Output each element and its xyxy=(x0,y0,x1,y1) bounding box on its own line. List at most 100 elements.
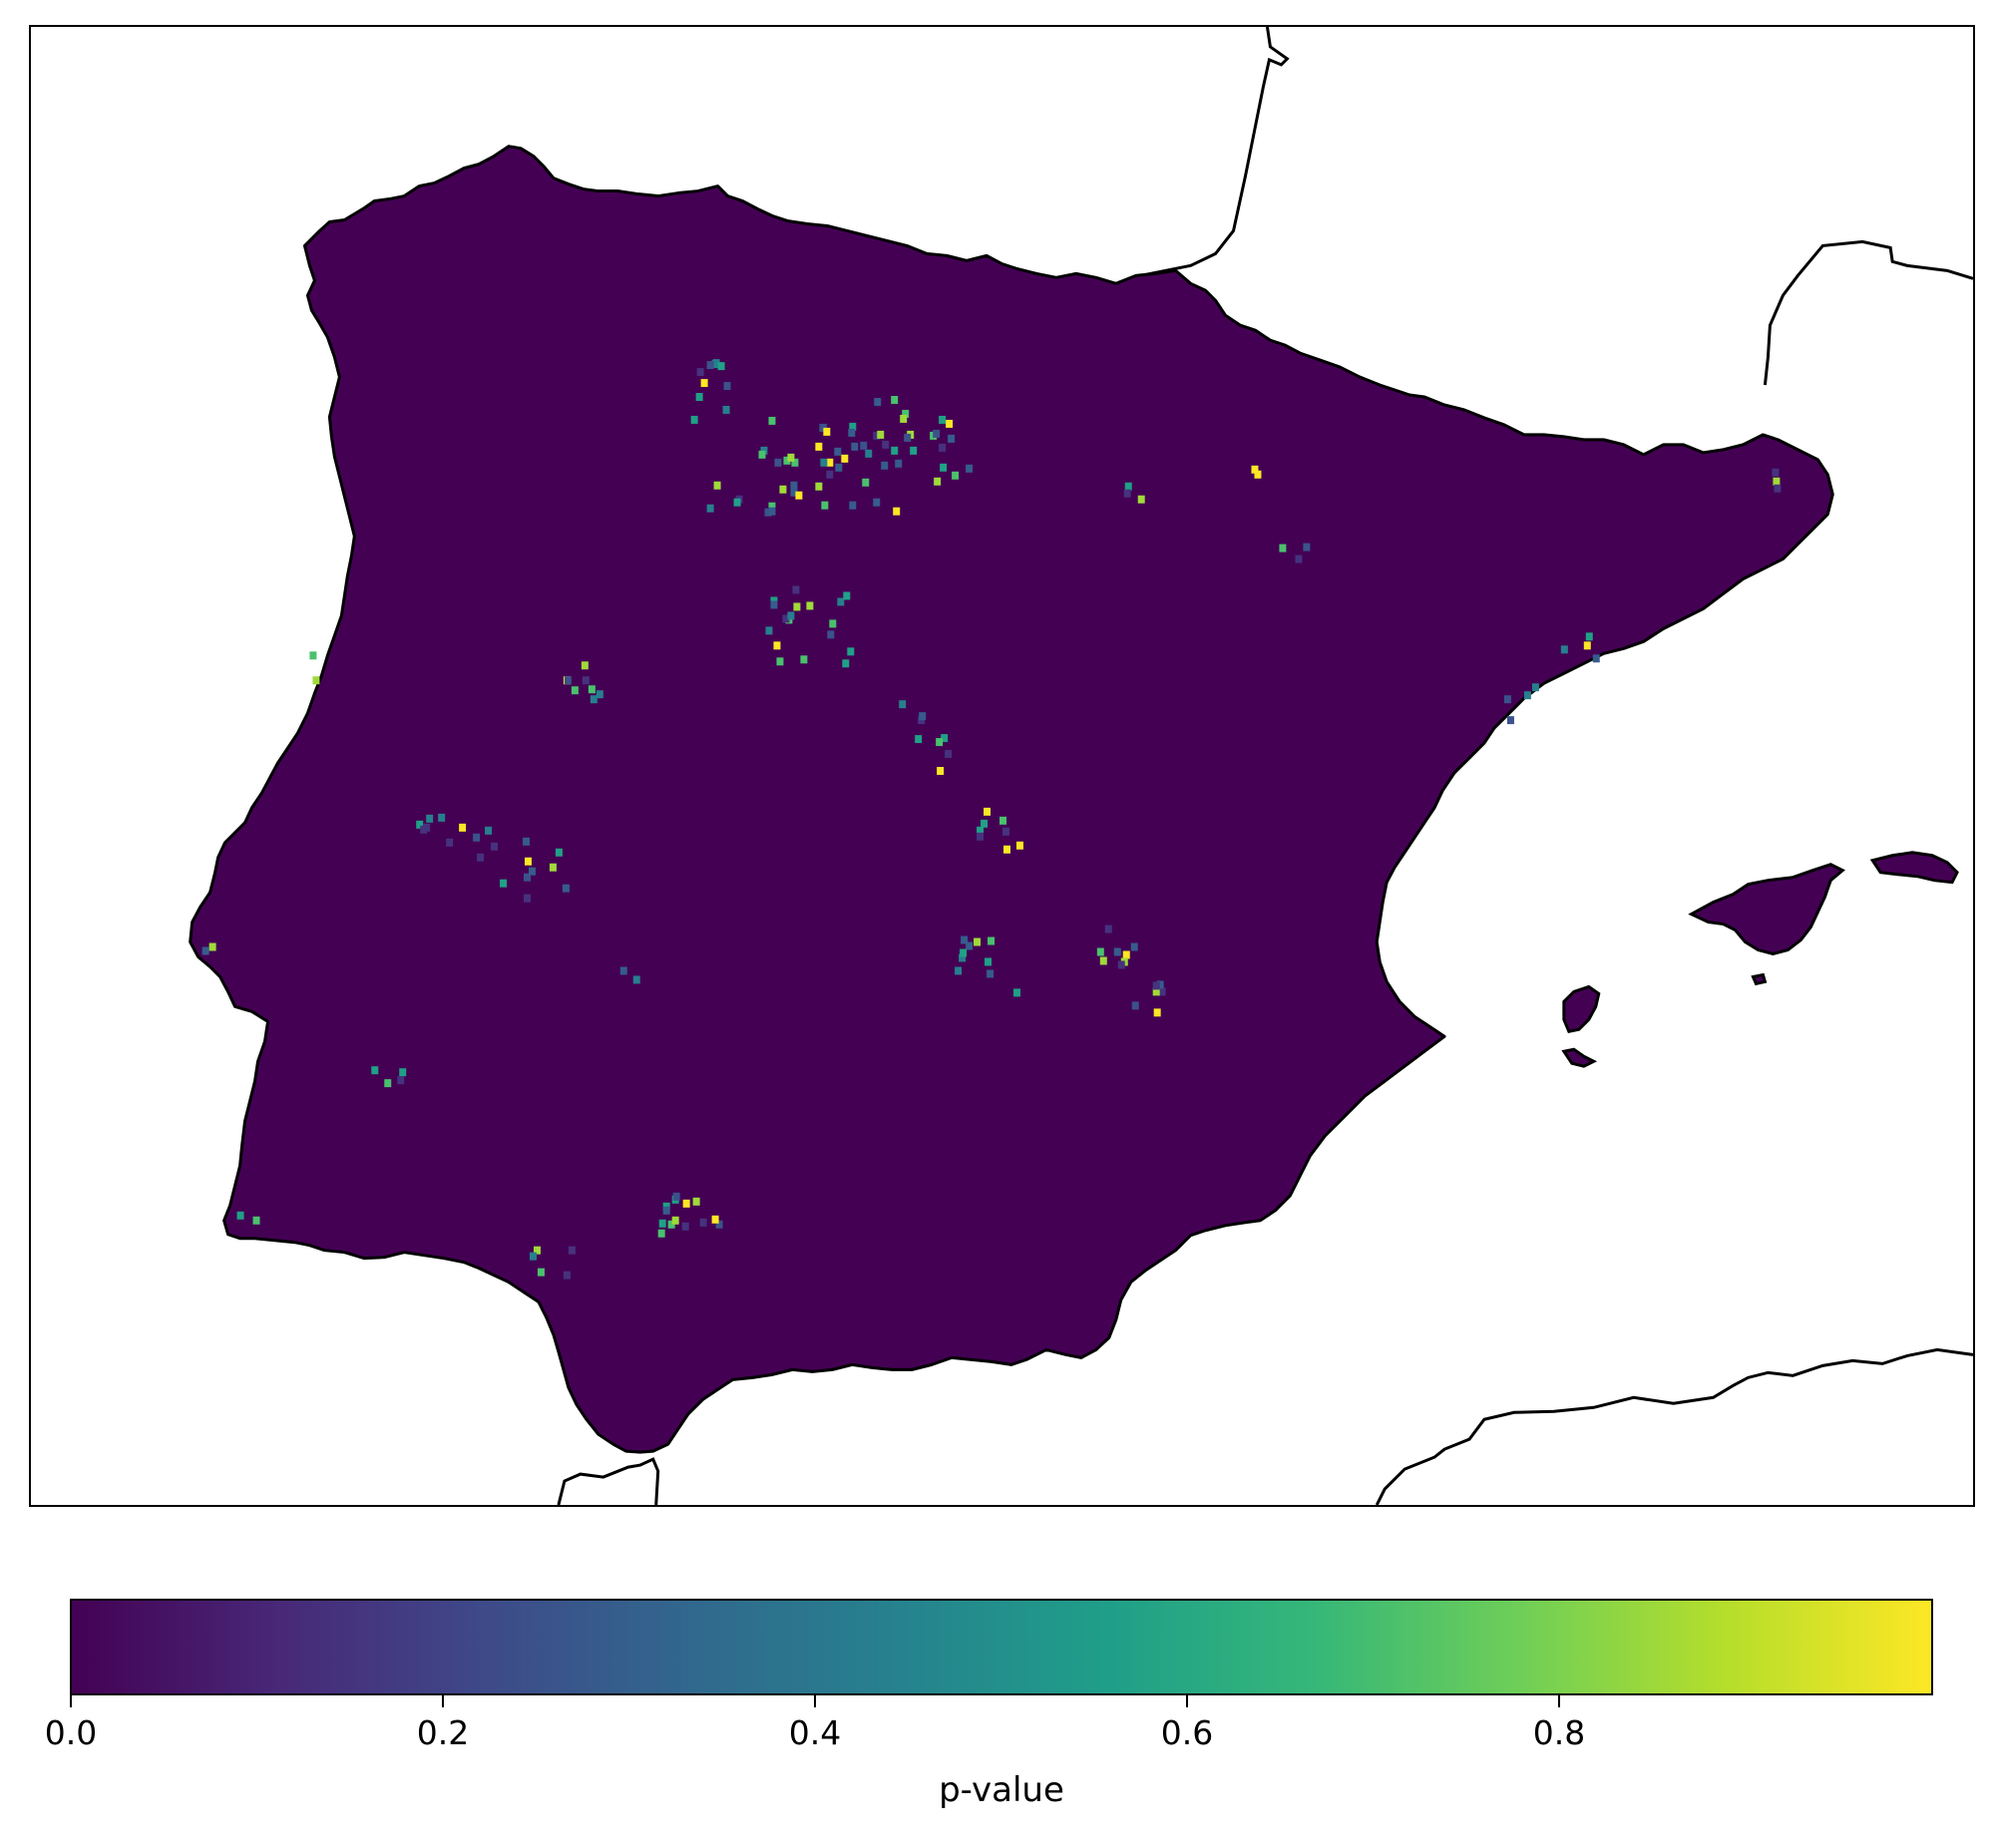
p-value-pixel xyxy=(765,626,773,635)
p-value-pixel xyxy=(397,1076,405,1085)
p-value-pixel xyxy=(667,1220,675,1229)
p-value-pixels xyxy=(201,359,1782,1280)
africa-coastline xyxy=(1375,1347,1973,1505)
p-value-pixel xyxy=(999,816,1006,825)
p-value-pixel xyxy=(523,873,531,882)
p-value-pixel xyxy=(977,832,985,841)
p-value-pixel xyxy=(937,766,945,775)
map-canvas xyxy=(189,27,1973,1505)
p-value-pixel xyxy=(1279,544,1287,553)
p-value-pixel xyxy=(835,463,843,472)
p-value-pixel xyxy=(874,397,882,406)
p-value-pixel xyxy=(792,585,800,594)
p-value-pixel xyxy=(1152,981,1160,990)
p-value-pixel xyxy=(881,461,889,470)
p-value-pixel xyxy=(658,1219,666,1228)
p-value-pixel xyxy=(1137,495,1145,504)
p-value-pixel xyxy=(790,481,798,490)
p-value-pixel xyxy=(849,422,857,431)
p-value-pixel xyxy=(806,601,814,610)
mallorca-island xyxy=(1688,863,1845,956)
p-value-pixel xyxy=(438,813,446,822)
p-value-pixel xyxy=(485,826,493,835)
p-value-pixel xyxy=(821,501,829,510)
p-value-pixel xyxy=(985,957,993,966)
p-value-pixel xyxy=(596,690,603,699)
p-value-pixel xyxy=(696,368,704,377)
p-value-pixel xyxy=(1124,482,1132,491)
p-value-pixel xyxy=(706,504,714,513)
p-value-pixel xyxy=(722,405,730,414)
menorca-island xyxy=(1869,851,1959,885)
p-value-pixel xyxy=(312,676,320,685)
p-value-pixel xyxy=(1523,691,1531,700)
p-value-pixel xyxy=(841,454,849,463)
p-value-pixel xyxy=(309,651,317,660)
p-value-pixel xyxy=(564,676,572,685)
p-value-pixel xyxy=(711,360,719,369)
p-value-pixel xyxy=(961,935,969,944)
p-value-pixel xyxy=(657,1229,665,1238)
p-value-pixel xyxy=(582,676,590,685)
colorbar-tick xyxy=(442,1695,444,1707)
p-value-pixel xyxy=(528,867,536,876)
p-value-pixel xyxy=(1772,468,1780,477)
p-value-pixel xyxy=(939,415,947,424)
p-value-pixel xyxy=(862,478,870,487)
p-value-pixel xyxy=(800,655,808,664)
p-value-pixel xyxy=(774,458,782,467)
p-value-pixel xyxy=(571,686,579,695)
p-value-pixel xyxy=(1001,827,1009,836)
p-value-pixel xyxy=(1104,924,1112,933)
p-value-pixel xyxy=(1113,947,1121,956)
p-value-pixel xyxy=(1130,942,1138,951)
p-value-pixel xyxy=(459,823,467,832)
p-value-pixel xyxy=(1152,987,1160,996)
p-value-pixel xyxy=(815,442,823,451)
p-value-pixel xyxy=(491,842,499,851)
p-value-pixel xyxy=(533,1246,541,1255)
p-value-pixel xyxy=(549,863,557,872)
p-value-pixel xyxy=(1251,465,1259,474)
p-value-pixel xyxy=(815,482,823,491)
p-value-pixel xyxy=(523,894,531,903)
p-value-pixel xyxy=(662,1206,670,1215)
p-value-pixel xyxy=(537,1268,545,1277)
p-value-pixel xyxy=(1773,477,1781,486)
p-value-pixel xyxy=(1122,950,1130,959)
p-value-pixel xyxy=(899,700,907,709)
colorbar-tick-label: 0.8 xyxy=(1532,1713,1586,1752)
colorbar-tick xyxy=(1186,1695,1188,1707)
p-value-pixel xyxy=(1015,841,1023,850)
p-value-pixel xyxy=(910,446,918,455)
p-value-pixel xyxy=(849,501,857,510)
p-value-pixel xyxy=(699,1218,707,1227)
p-value-pixel xyxy=(764,508,772,517)
p-value-pixel xyxy=(933,429,941,438)
p-value-pixel xyxy=(1303,543,1311,552)
p-value-pixel xyxy=(770,600,778,609)
formentera-island xyxy=(1561,1047,1598,1068)
p-value-pixel xyxy=(829,619,837,628)
p-value-pixel xyxy=(823,427,831,436)
p-value-pixel xyxy=(1117,960,1125,969)
p-value-pixel xyxy=(873,498,881,507)
colorbar xyxy=(70,1599,1933,1695)
p-value-pixel xyxy=(895,459,903,468)
p-value-pixel xyxy=(966,941,974,950)
p-value-pixel xyxy=(860,441,868,450)
p-value-pixel xyxy=(590,695,598,704)
p-value-pixel xyxy=(891,396,899,404)
p-value-pixel xyxy=(795,491,803,500)
p-value-pixel xyxy=(562,884,570,893)
p-value-pixel xyxy=(399,1068,407,1077)
p-value-pixel xyxy=(477,853,485,862)
p-value-pixel xyxy=(426,814,434,823)
p-value-pixel xyxy=(893,507,901,516)
p-value-pixel xyxy=(959,953,967,962)
p-value-pixel xyxy=(568,1246,576,1255)
colorbar-tick-label: 0.0 xyxy=(44,1713,98,1752)
p-value-pixel xyxy=(820,458,828,467)
p-value-pixel xyxy=(952,471,960,480)
p-value-pixel xyxy=(847,647,855,656)
